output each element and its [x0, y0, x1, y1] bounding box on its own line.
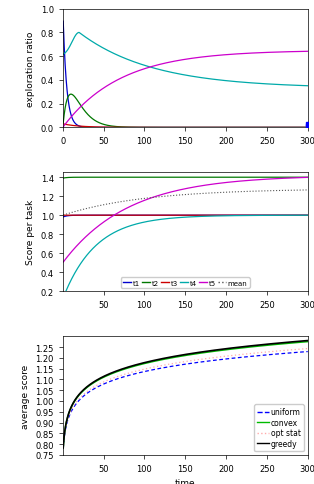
Y-axis label: Score per task: Score per task: [26, 200, 35, 265]
Legend: uniform, convex, opt stat, greedy: uniform, convex, opt stat, greedy: [254, 405, 304, 451]
Y-axis label: exploration ratio: exploration ratio: [26, 31, 35, 106]
Legend: t1, t2, t3, t4, t5, mean: t1, t2, t3, t4, t5, mean: [121, 278, 250, 288]
X-axis label: time: time: [175, 479, 196, 484]
Y-axis label: average score: average score: [21, 363, 30, 428]
